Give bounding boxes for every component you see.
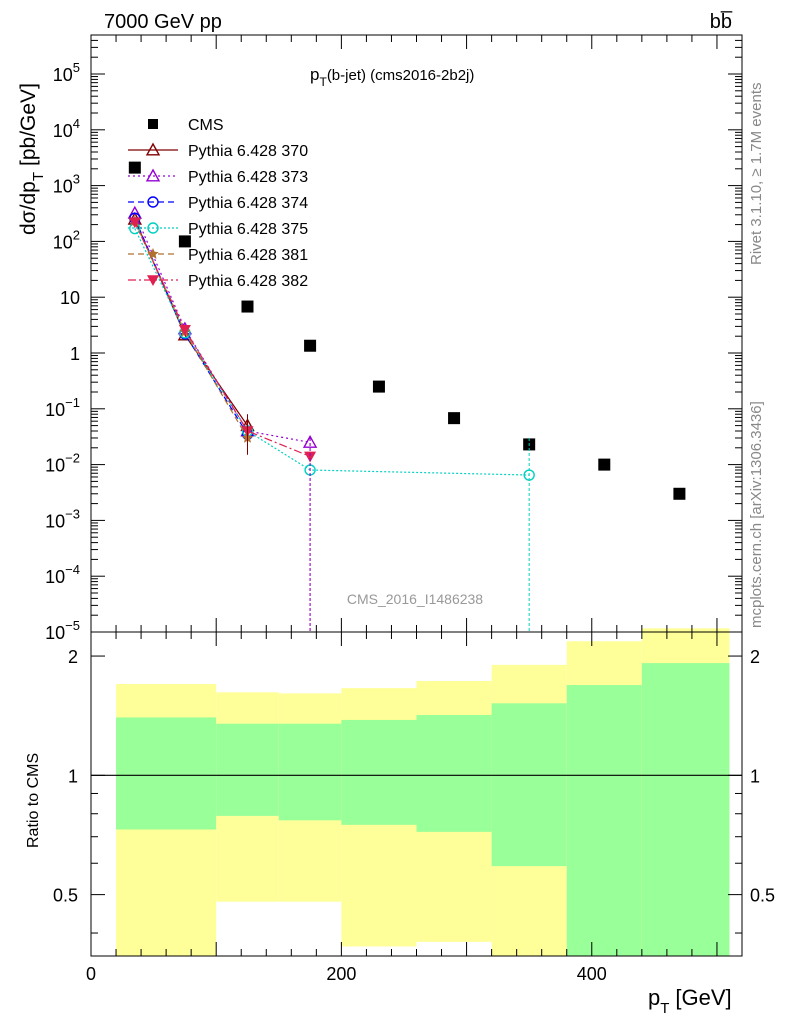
data-point bbox=[241, 300, 254, 313]
ratio-band-green bbox=[566, 685, 642, 956]
x-tick-label: 400 bbox=[577, 964, 607, 984]
legend-label: Pythia 6.428 370 bbox=[188, 143, 308, 160]
ratio-band-green bbox=[341, 719, 417, 825]
legend-label: Pythia 6.428 375 bbox=[188, 221, 308, 238]
legend-entry: Pythia 6.428 375 bbox=[128, 221, 308, 238]
series-pythia-6-428-382 bbox=[128, 217, 317, 463]
data-point bbox=[448, 412, 461, 425]
data-point bbox=[178, 235, 191, 248]
y-tick-label: 103 bbox=[53, 172, 80, 197]
ratio-band-green bbox=[278, 723, 342, 821]
data-point bbox=[598, 458, 611, 471]
y-tick-label: 105 bbox=[53, 60, 80, 85]
ratio-band-green bbox=[416, 714, 492, 832]
data-point bbox=[304, 451, 317, 463]
y-tick-label: 104 bbox=[53, 116, 80, 141]
legend-entry: CMS bbox=[148, 117, 224, 134]
ratio-band-green bbox=[116, 717, 217, 830]
ratio-y-axis-label: Ratio to CMS bbox=[25, 753, 42, 848]
y-tick-label: 10−3 bbox=[45, 506, 80, 531]
y-tick-label: 10−5 bbox=[45, 618, 80, 643]
ratio-band-green bbox=[216, 723, 279, 816]
legend-marker bbox=[148, 119, 158, 129]
y-tick-label: 1 bbox=[70, 344, 80, 364]
legend: CMS Pythia 6.428 370 Pythia 6.428 373 Pythi… bbox=[128, 117, 308, 290]
data-point bbox=[128, 161, 141, 174]
ratio-band-green bbox=[491, 703, 567, 867]
data-point bbox=[128, 217, 141, 229]
y-tick-label: 102 bbox=[53, 227, 80, 252]
ratio-y-tick-label: 1 bbox=[68, 766, 78, 786]
data-point bbox=[178, 325, 191, 336]
ratio-y-tick-label: 2 bbox=[68, 647, 78, 667]
legend-marker bbox=[147, 196, 159, 208]
y-tick-label: 10−2 bbox=[45, 451, 80, 476]
ratio-y-tick-label: 0.5 bbox=[53, 886, 78, 906]
plot-title: pT(b-jet) (cms2016-2b2j) bbox=[310, 65, 474, 89]
data-point bbox=[304, 339, 317, 352]
y-axis-label: dσ/dpT[pb/GeV] bbox=[17, 83, 47, 235]
x-tick-label: 200 bbox=[326, 964, 356, 984]
side-text-top: Rivet 3.1.10, ≥ 1.7M events bbox=[748, 83, 765, 266]
legend-label: Pythia 6.428 381 bbox=[188, 247, 308, 264]
legend-label: CMS bbox=[188, 117, 224, 134]
legend-marker bbox=[145, 142, 161, 156]
legend-label: Pythia 6.428 382 bbox=[188, 273, 308, 290]
x-axis-label: pT [GeV] bbox=[648, 985, 732, 1017]
ratio-y-tick-label-right: 1 bbox=[750, 766, 760, 786]
data-point bbox=[372, 380, 385, 393]
ratio-y-tick-label-right: 0.5 bbox=[750, 886, 775, 906]
series-pythia-6-428-373 bbox=[127, 205, 318, 448]
ratio-band-green bbox=[641, 663, 730, 956]
y-tick-label: 10 bbox=[60, 288, 80, 308]
series-line bbox=[134, 222, 311, 458]
legend-marker bbox=[147, 248, 159, 259]
legend-entry: Pythia 6.428 370 bbox=[128, 142, 308, 160]
legend-entry: Pythia 6.428 382 bbox=[128, 273, 308, 290]
ratio-bands bbox=[116, 628, 730, 956]
data-point bbox=[673, 487, 686, 500]
x-tick-label: 0 bbox=[86, 964, 96, 984]
side-text-bottom: mcplots.cern.ch [arXiv:1306.3436] bbox=[748, 401, 765, 628]
series-pythia-6-428-370 bbox=[127, 211, 255, 432]
series-layer bbox=[127, 161, 686, 632]
legend-entry: Pythia 6.428 374 bbox=[128, 195, 308, 212]
legend-label: Pythia 6.428 373 bbox=[188, 169, 308, 186]
legend-label: Pythia 6.428 374 bbox=[188, 195, 308, 212]
data-point bbox=[302, 434, 318, 448]
y-tick-label: 10−1 bbox=[45, 395, 80, 420]
series-line bbox=[134, 228, 530, 476]
ratio-frame bbox=[90, 631, 743, 957]
watermark: CMS_2016_I1486238 bbox=[347, 591, 483, 607]
legend-marker bbox=[147, 222, 159, 234]
header-right: bb̅ bbox=[710, 10, 733, 33]
legend-marker bbox=[147, 275, 159, 286]
legend-entry: Pythia 6.428 373 bbox=[128, 168, 308, 186]
legend-marker bbox=[145, 168, 161, 182]
legend-entry: Pythia 6.428 381 bbox=[128, 247, 308, 264]
ratio-y-tick-label-right: 2 bbox=[750, 647, 760, 667]
header-left: 7000 GeV pp bbox=[104, 11, 222, 33]
series-cms bbox=[128, 161, 686, 500]
y-tick-label: 10−4 bbox=[45, 562, 80, 587]
